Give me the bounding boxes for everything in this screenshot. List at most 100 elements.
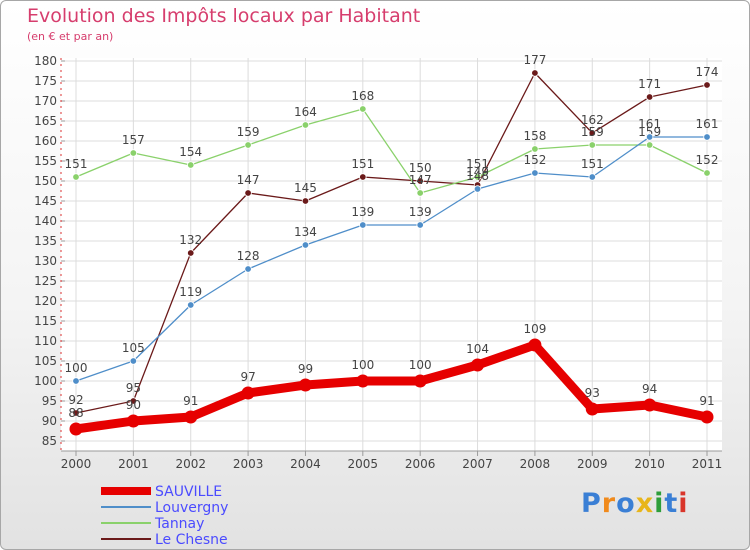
data-point-le-chesne	[645, 93, 654, 101]
data-label-sauville: 91	[183, 394, 198, 408]
x-tick-label: 2008	[520, 457, 551, 471]
y-tick-label: 175	[34, 74, 57, 88]
y-tick-label: 85	[42, 434, 57, 448]
data-point-le-chesne	[359, 173, 367, 181]
data-label-louvergny: 100	[65, 361, 88, 375]
logo-letter: r	[601, 488, 617, 519]
y-tick-label: 125	[34, 274, 57, 288]
data-point-tannay	[129, 149, 138, 157]
data-point-tannay	[531, 145, 539, 153]
y-tick-label: 95	[42, 394, 57, 408]
data-point-louvergny	[588, 173, 596, 181]
data-point-sauville	[356, 374, 370, 388]
data-point-tannay	[473, 173, 482, 181]
legend-label-louvergny: Louvergny	[155, 500, 229, 516]
data-label-le-chesne: 151	[351, 157, 374, 171]
y-tick-label: 115	[34, 314, 57, 328]
chart-subtitle: (en € et par an)	[27, 30, 114, 43]
data-point-louvergny	[473, 185, 482, 193]
legend-swatch-tannay	[101, 522, 151, 524]
x-tick-label: 2000	[61, 457, 92, 471]
data-point-tannay	[645, 141, 654, 149]
data-label-le-chesne: 150	[409, 161, 432, 175]
data-point-louvergny	[416, 221, 424, 229]
data-point-sauville	[298, 378, 312, 392]
proxiti-logo[interactable]: Proxiti	[581, 488, 689, 519]
data-label-sauville: 100	[351, 358, 374, 372]
data-label-louvergny: 139	[409, 205, 432, 219]
data-point-louvergny	[703, 133, 711, 141]
data-label-tannay: 157	[122, 133, 145, 147]
chart-legend: SAUVILLE Louvergny Tannay Le Chesne	[101, 484, 301, 548]
data-label-tannay: 159	[638, 125, 661, 139]
data-label-sauville: 88	[68, 406, 83, 420]
data-label-sauville: 99	[298, 362, 313, 376]
data-label-tannay: 158	[523, 129, 546, 143]
data-point-sauville	[471, 358, 485, 372]
data-label-sauville: 97	[240, 370, 255, 384]
data-point-sauville	[700, 410, 714, 424]
data-label-le-chesne: 147	[237, 173, 260, 187]
y-tick-label: 90	[42, 414, 57, 428]
series-line-louvergny	[75, 136, 708, 382]
data-label-sauville: 91	[699, 394, 714, 408]
data-point-louvergny	[72, 377, 80, 385]
data-point-louvergny	[301, 241, 310, 249]
x-tick-label: 2005	[348, 457, 379, 471]
legend-label-sauville: SAUVILLE	[155, 484, 223, 500]
x-tick-label: 2004	[290, 457, 321, 471]
data-point-tannay	[359, 105, 367, 113]
data-point-le-chesne	[244, 189, 252, 197]
data-label-tannay: 152	[696, 153, 719, 167]
x-tick-label: 2001	[118, 457, 149, 471]
data-label-sauville: 94	[642, 382, 657, 396]
legend-item-tannay: Tannay	[101, 516, 301, 532]
x-tick-label: 2003	[233, 457, 264, 471]
data-label-le-chesne: 92	[68, 393, 83, 407]
y-tick-label: 135	[34, 234, 57, 248]
logo-letter: i	[678, 488, 689, 519]
data-point-sauville	[413, 374, 427, 388]
y-tick-label: 140	[34, 214, 57, 228]
data-label-sauville: 100	[409, 358, 432, 372]
legend-swatch-sauville	[101, 487, 151, 495]
series-line-tannay	[75, 108, 708, 194]
data-label-le-chesne: 177	[523, 53, 546, 67]
data-label-louvergny: 161	[696, 117, 719, 131]
data-label-louvergny: 161	[638, 117, 661, 131]
y-tick-label: 145	[34, 194, 57, 208]
x-tick-label: 2002	[175, 457, 206, 471]
data-point-le-chesne	[416, 177, 424, 185]
x-tick-label: 2007	[462, 457, 493, 471]
data-point-louvergny	[187, 301, 195, 309]
x-tick-label: 2011	[692, 457, 723, 471]
data-point-tannay	[416, 189, 424, 197]
data-point-le-chesne	[531, 69, 539, 77]
logo-letter: x	[635, 488, 655, 519]
data-point-sauville	[69, 422, 83, 436]
plot-area	[61, 58, 722, 451]
data-label-louvergny: 119	[179, 285, 202, 299]
data-point-tannay	[187, 161, 195, 169]
data-point-louvergny	[244, 265, 252, 273]
legend-label-tannay: Tannay	[155, 516, 205, 532]
data-label-tannay: 168	[351, 89, 374, 103]
data-label-le-chesne: 174	[696, 65, 719, 79]
data-label-le-chesne: 149	[466, 165, 489, 179]
data-point-sauville	[126, 414, 140, 428]
data-label-louvergny: 128	[237, 249, 260, 263]
data-point-le-chesne	[187, 249, 195, 257]
legend-swatch-louvergny	[101, 506, 151, 508]
logo-letter: t	[664, 488, 679, 519]
data-point-sauville	[585, 402, 599, 416]
data-label-tannay: 147	[409, 173, 432, 187]
legend-label-le-chesne: Le Chesne	[155, 532, 228, 548]
data-point-le-chesne	[588, 129, 596, 137]
data-label-tannay: 151	[65, 157, 88, 171]
legend-item-le-chesne: Le Chesne	[101, 532, 301, 548]
data-label-louvergny: 134	[294, 225, 317, 239]
data-point-sauville	[643, 398, 657, 412]
data-label-sauville: 93	[585, 386, 600, 400]
x-tick-label: 2006	[405, 457, 436, 471]
